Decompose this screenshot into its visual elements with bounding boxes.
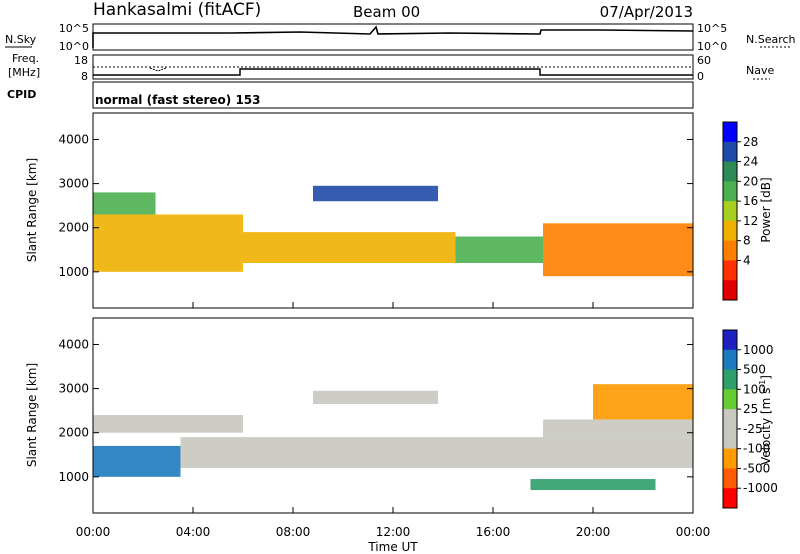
time-tick-label-5: 20:00 (576, 525, 611, 539)
nave-tick-top: 60 (697, 54, 711, 67)
velocity-band-2 (93, 415, 243, 433)
date-title: 07/Apr/2013 (600, 3, 693, 21)
velocity-colorbar-seg-1 (723, 349, 737, 371)
power-colorbar-seg-7 (723, 260, 737, 281)
power-colorbar-seg-3 (723, 181, 737, 202)
freq-tick-bottom: 8 (81, 70, 88, 83)
power-ytick-label-3: 1000 (58, 265, 89, 279)
velocity-colorbar: 1000 500 100 25 -25 -100 -500 -1000 (722, 329, 778, 509)
velocity-colorbar-seg-5 (723, 428, 737, 450)
velocity-colorbar-label-6: -500 (743, 461, 770, 475)
nsky-label: N.Sky (5, 33, 37, 46)
cpid-label: CPID (7, 88, 36, 101)
velocity-band-1 (180, 437, 693, 468)
cpid-text: normal (fast stereo) 153 (95, 93, 261, 107)
beam-title: Beam 00 (353, 3, 420, 21)
power-colorbar-seg-0 (723, 122, 737, 143)
time-axis-label: Time UT (367, 540, 418, 554)
cpid-panel: CPID normal (fast stereo) 153 (7, 81, 694, 109)
velocity-colorbar-seg-4 (723, 409, 737, 430)
velocity-colorbar-label-4: -25 (743, 422, 763, 436)
velocity-colorbar-label-sup: -1 (758, 380, 767, 388)
time-tick-label-6: 00:00 (676, 525, 711, 539)
power-panel: 4000 3000 2000 1000 Slant Range [km] (25, 112, 694, 309)
power-band-5 (93, 192, 156, 215)
time-tick-label-3: 12:00 (376, 525, 411, 539)
velocity-colorbar-seg-0 (723, 330, 737, 351)
power-band-1 (243, 232, 456, 263)
velocity-ytick-label-1: 3000 (58, 382, 89, 396)
velocity-ytick-label-2: 2000 (58, 426, 89, 440)
power-colorbar-label-1: 24 (743, 155, 758, 169)
power-colorbar: 28 24 20 16 12 8 4 (722, 121, 758, 301)
frequency-panel: Freq. [MHz] 18 8 60 0 Nave (8, 52, 774, 83)
velocity-colorbar-label-5: -100 (743, 442, 770, 456)
freq-tick-top: 18 (74, 54, 88, 67)
nave-label: Nave (746, 64, 774, 77)
power-colorbar-label-2: 20 (743, 174, 758, 188)
time-tick-label-1: 04:00 (176, 525, 211, 539)
velocity-panel: 4000 3000 2000 1000 Slant Range [km] (25, 317, 694, 514)
noise-tick-right-top: 10^5 (697, 22, 727, 35)
power-colorbar-seg-6 (723, 240, 737, 261)
time-tick-label-2: 08:00 (276, 525, 311, 539)
noise-tick-left-top: 10^5 (59, 22, 89, 35)
velocity-colorbar-label-end: ] (759, 375, 773, 380)
power-ytick-label-0: 4000 (58, 132, 89, 146)
power-colorbar-frame (722, 121, 738, 301)
power-colorbar-label-6: 4 (743, 253, 751, 267)
velocity-band-3 (313, 390, 438, 405)
velocity-colorbar-label-main: Velocity [m s (759, 388, 773, 465)
power-colorbar-label-4: 12 (743, 214, 758, 228)
velocity-colorbar-label-2: 100 (743, 382, 766, 396)
velocity-ytick-label-3: 1000 (58, 470, 89, 484)
velocity-band-4 (543, 419, 693, 438)
velocity-colorbar-seg-7 (723, 468, 737, 489)
velocity-band-0 (93, 445, 181, 477)
velocity-colorbar-seg-2 (723, 369, 737, 390)
power-colorbar-seg-1 (723, 141, 737, 163)
power-colorbar-seg-5 (723, 220, 737, 242)
time-axis: 00:00 04:00 08:00 12:00 16:00 20:00 00:00 (76, 302, 711, 539)
power-colorbar-label-3: 16 (743, 194, 758, 208)
velocity-colorbar-seg-6 (723, 448, 737, 469)
velocity-ylabel: Slant Range [km] (25, 363, 39, 467)
noise-panel: N.Sky 10^5 10^0 10^5 10^0 N.Search (5, 22, 796, 53)
power-colorbar-label-0: 28 (743, 135, 758, 149)
velocity-colorbar-seg-3 (723, 389, 737, 410)
power-band-2 (455, 236, 543, 263)
velocity-colorbar-label: Velocity [m s-1] (758, 375, 773, 465)
power-colorbar-seg-4 (723, 201, 737, 222)
velocity-colorbar-label-0: 1000 (743, 343, 774, 357)
velocity-colorbar-label-1: 500 (743, 363, 766, 377)
freq-label-2: [MHz] (8, 66, 40, 79)
noise-tick-left-bottom: 10^0 (59, 40, 89, 53)
power-ylabel: Slant Range [km] (25, 158, 39, 262)
station-title: Hankasalmi (fitACF) (93, 0, 261, 20)
velocity-ytick-label-0: 4000 (58, 337, 89, 351)
velocity-colorbar-seg-8 (723, 488, 737, 509)
nave-tick-bottom: 0 (697, 70, 704, 83)
power-colorbar-seg-8 (723, 280, 737, 301)
noise-tick-right-bottom: 10^0 (697, 40, 727, 53)
velocity-colorbar-frame (722, 329, 738, 509)
velocity-colorbar-label-3: 25 (743, 402, 758, 416)
freq-label-1: Freq. (12, 52, 39, 65)
power-colorbar-seg-2 (723, 161, 737, 182)
power-band-4 (313, 185, 438, 202)
time-tick-label-4: 16:00 (476, 525, 511, 539)
power-ytick-label-2: 2000 (58, 221, 89, 235)
power-ytick-label-1: 3000 (58, 177, 89, 191)
velocity-band-5 (593, 384, 693, 420)
nsearch-label: N.Search (746, 33, 796, 46)
power-colorbar-label: Power [dB] (759, 177, 773, 242)
time-tick-label-0: 00:00 (76, 525, 111, 539)
velocity-band-6 (530, 479, 656, 491)
power-band-0 (93, 214, 243, 272)
power-band-3 (543, 223, 693, 277)
power-colorbar-label-5: 8 (743, 234, 751, 248)
velocity-colorbar-label-7: -1000 (743, 481, 778, 495)
